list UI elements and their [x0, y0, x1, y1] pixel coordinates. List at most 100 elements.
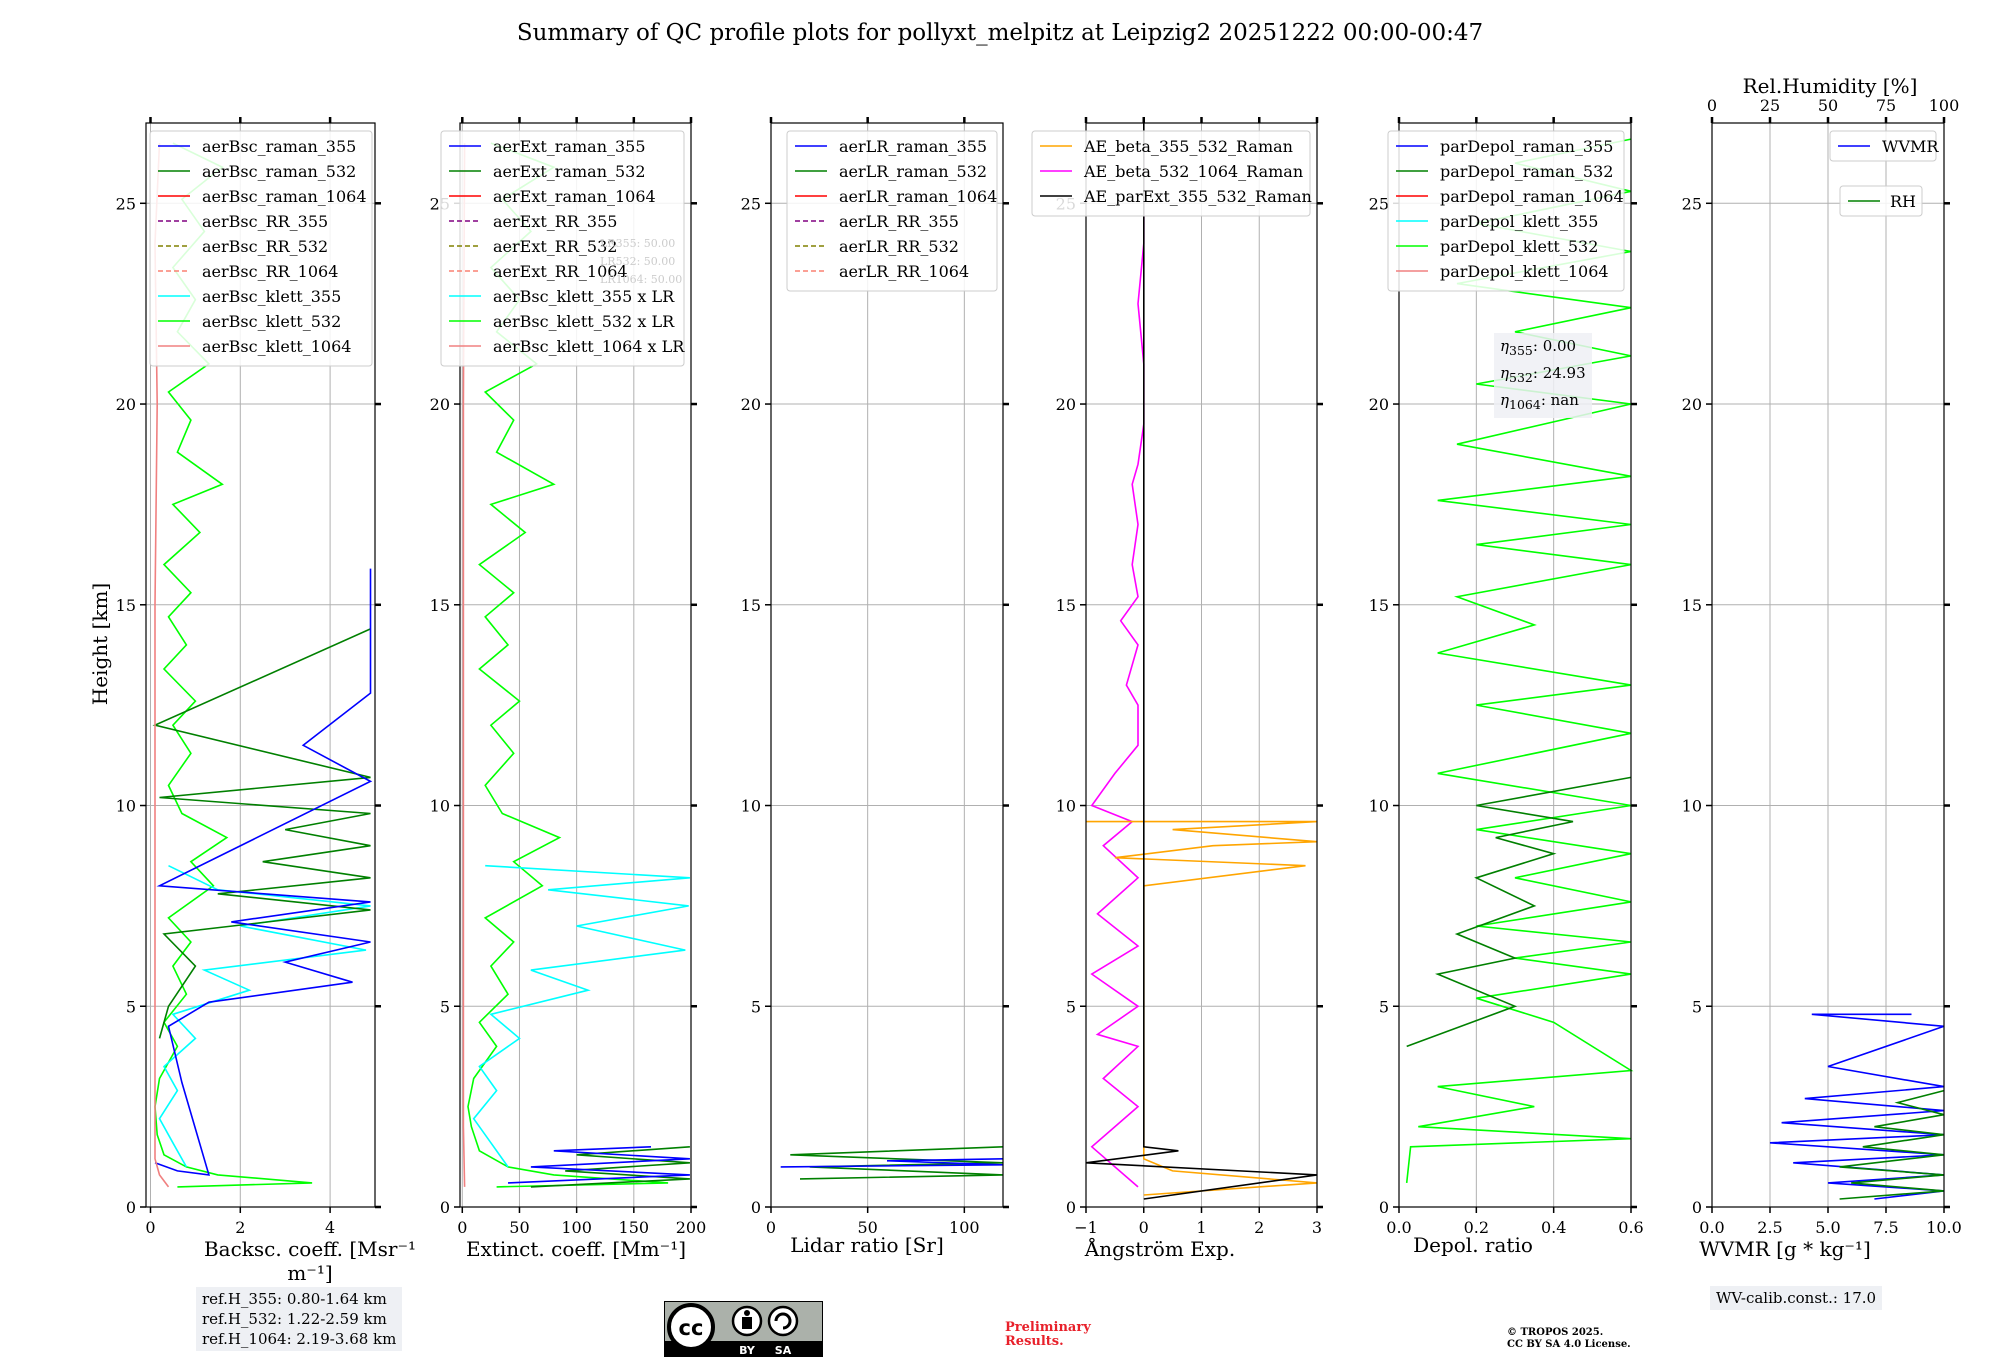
- y-tick-label: 5: [1692, 997, 1702, 1016]
- legend-label: aerLR_RR_532: [839, 237, 959, 256]
- preliminary-line-2: Results.: [1005, 1334, 1064, 1349]
- y-tick-label: 25: [1682, 194, 1702, 213]
- axes-frame: [145, 122, 376, 1208]
- x-tick-label: 5.0: [1815, 1218, 1840, 1237]
- copyright-line-1: © TROPOS 2025.: [1507, 1327, 1604, 1338]
- ref-h-532: ref.H_532: 1.22-2.59 km: [202, 1310, 387, 1328]
- series-parDepol_raman_532: [1406, 776, 1632, 1048]
- x-tick-label: −1: [1074, 1218, 1098, 1237]
- eta-box: η355: 0.00 η532: 24.93 η1064: nan: [1494, 333, 1592, 418]
- rh-tick-label: 0: [1707, 96, 1717, 115]
- reference-height-box: ref.H_355: 0.80-1.64 km ref.H_532: 1.22-…: [196, 1287, 403, 1351]
- legend-box: [1031, 130, 1311, 217]
- legend-label: aerLR_raman_1064: [839, 187, 997, 206]
- series-aerBsc_klett_355 x LR: [472, 864, 690, 1168]
- x-tick-label: 100: [949, 1218, 980, 1237]
- panel-5: 0 5 10 15 20 25 0.0 2.5 5.0 7.5 10.0 0 25 50 75 100 WVMR…: [1682, 96, 1962, 1237]
- y-tick-label: 10: [1682, 797, 1702, 816]
- legend-label: aerExt_RR_1064: [493, 262, 628, 281]
- eta-532: η532: 24.93: [1500, 364, 1586, 385]
- legend-label: aerBsc_RR_1064: [202, 262, 338, 281]
- y-tick-label: 20: [430, 395, 450, 414]
- wv-calib-text: WV-calib.const.: 17.0: [1716, 1289, 1877, 1307]
- legend-label: WVMR: [1882, 137, 1939, 156]
- y-tick-label: 20: [1056, 395, 1076, 414]
- y-tick-label: 15: [1369, 596, 1389, 615]
- x-tick-label: 0.0: [1699, 1218, 1724, 1237]
- legend-label: aerBsc_klett_355: [202, 287, 341, 306]
- legend-label: aerLR_raman_532: [839, 162, 987, 181]
- x-tick-label: 0.0: [1386, 1218, 1411, 1237]
- y-tick-label: 0: [751, 1198, 761, 1217]
- x-tick-label: 50: [509, 1218, 529, 1237]
- eta-355: η355: 0.00: [1500, 337, 1577, 358]
- series-WVMR: [1769, 1013, 1945, 1200]
- legend-label: aerBsc_klett_532 x LR: [493, 312, 675, 331]
- y-tick-label: 15: [1056, 596, 1076, 615]
- x-tick-label: 2.5: [1757, 1218, 1782, 1237]
- legend-label: aerBsc_klett_1064: [202, 337, 351, 356]
- panel-4: 0 5 10 15 20 25 0.0 0.2 0.4 0.6 parDepol_raman_355…: [1369, 117, 1644, 1237]
- lr-annotation: LR532: 50.00: [600, 255, 675, 268]
- wv-calib-box: WV-calib.const.: 17.0: [1710, 1286, 1883, 1310]
- xlabel-angstrom: Ångström Exp.: [1084, 1237, 1236, 1261]
- by-label: BY: [739, 1344, 756, 1357]
- y-tick-label: 20: [1369, 395, 1389, 414]
- sa-icon: [767, 1305, 799, 1337]
- y-tick-label: 5: [1379, 997, 1389, 1016]
- x-tick-label: 2: [1254, 1218, 1264, 1237]
- x-tick-label: 1: [1196, 1218, 1206, 1237]
- rh-axis-title: Rel.Humidity [%]: [1742, 74, 1918, 98]
- series-aerBsc_raman_355: [154, 568, 373, 1176]
- y-tick-label: 10: [741, 797, 761, 816]
- legend-label: aerBsc_klett_532: [202, 312, 341, 331]
- x-tick-label: 100: [561, 1218, 592, 1237]
- y-tick-label: 0: [1066, 1198, 1076, 1217]
- xlabel-lidar-ratio: Lidar ratio [Sr]: [790, 1233, 944, 1257]
- rh-tick-label: 25: [1760, 96, 1780, 115]
- cc-icon: [667, 1303, 715, 1351]
- y-tick-label: 10: [430, 797, 450, 816]
- x-tick-label: 10.0: [1926, 1218, 1962, 1237]
- y-axis-label: Height [km]: [88, 582, 112, 706]
- legend-box-wvmr: [1829, 130, 1937, 162]
- x-tick-label: 2: [235, 1218, 245, 1237]
- legend-label: aerLR_RR_1064: [839, 262, 969, 281]
- legend-label: aerBsc_raman_532: [202, 162, 356, 181]
- legend-label: aerExt_raman_532: [493, 162, 646, 181]
- legend-label: aerBsc_klett_1064 x LR: [493, 337, 685, 356]
- legend-label: aerBsc_raman_355: [202, 137, 356, 156]
- legend-label: parDepol_raman_355: [1440, 137, 1613, 156]
- series-AE_beta_355_532_Raman: [1086, 820, 1318, 1196]
- copyright-line-2: CC BY SA 4.0 License.: [1507, 1339, 1631, 1350]
- y-tick-label: 5: [751, 997, 761, 1016]
- xlabel-wvmr: WVMR [g * kg⁻¹]: [1699, 1237, 1871, 1261]
- legend-label: AE_beta_532_1064_Raman: [1083, 162, 1303, 181]
- legend-label: parDepol_raman_1064: [1440, 187, 1624, 206]
- legend-label: aerExt_RR_355: [493, 212, 617, 231]
- series-aerLR_raman_532: [790, 1146, 1004, 1180]
- x-tick-label: 0.2: [1464, 1218, 1489, 1237]
- xlabel-depol: Depol. ratio: [1413, 1233, 1533, 1257]
- cc-license-badge: cc BY SA: [664, 1301, 823, 1357]
- legend-label: aerBsc_raman_1064: [202, 187, 367, 206]
- eta-1064-value: nan: [1550, 391, 1579, 409]
- series-aerExt_raman_355: [507, 1146, 690, 1184]
- y-tick-label: 5: [126, 997, 136, 1016]
- legend-label: parDepol_raman_532: [1440, 162, 1613, 181]
- panel-0: 0 5 10 15 20 25 0 2 4 aerBsc_raman_355 aerBsc_rama…: [116, 117, 381, 1237]
- y-tick-label: 20: [116, 395, 136, 414]
- copyright-note: © TROPOS 2025. CC BY SA 4.0 License.: [1507, 1327, 1631, 1351]
- x-tick-label: 200: [676, 1218, 707, 1237]
- legend-label: AE_parExt_355_532_Raman: [1083, 187, 1312, 206]
- legend-label: parDepol_klett_355: [1440, 212, 1598, 231]
- y-tick-label: 20: [741, 395, 761, 414]
- legend-box: [786, 130, 998, 292]
- y-tick-label: 5: [440, 997, 450, 1016]
- x-tick-label: 3: [1312, 1218, 1322, 1237]
- x-tick-label: 0: [457, 1218, 467, 1237]
- x-tick-label: 4: [325, 1218, 335, 1237]
- eta-532-value: 24.93: [1542, 364, 1586, 382]
